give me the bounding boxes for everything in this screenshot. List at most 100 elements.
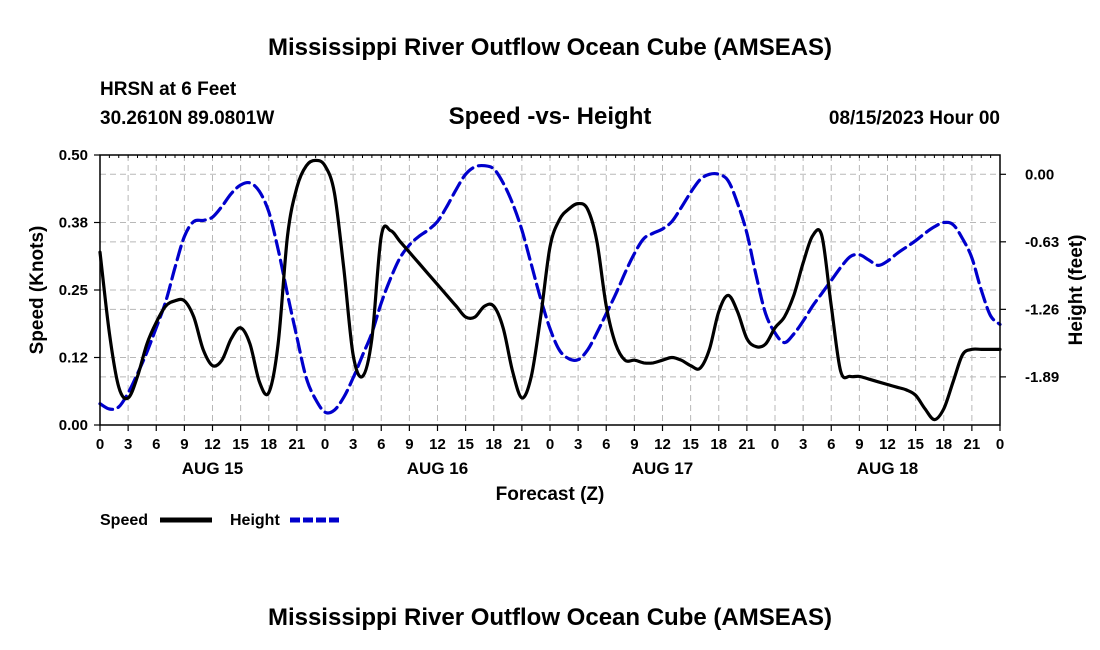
data-point-height (680, 206, 682, 208)
data-point-height (943, 221, 945, 223)
data-point-speed (493, 305, 495, 307)
data-point-speed (305, 165, 307, 167)
data-point-speed (483, 305, 485, 307)
x-day-label: AUG 16 (407, 459, 468, 478)
data-point-height (699, 179, 701, 181)
data-point-speed (811, 235, 813, 237)
y-tick-label: 0.00 (59, 417, 88, 434)
data-point-height (736, 202, 738, 204)
data-point-speed (961, 354, 963, 356)
data-point-speed (839, 370, 841, 372)
data-point-height (868, 259, 870, 261)
data-point-height (849, 256, 851, 258)
data-point-height (296, 336, 298, 338)
data-point-height (530, 263, 532, 265)
data-point-height (624, 272, 626, 274)
x-tick-label: 21 (964, 436, 981, 453)
x-tick-label: 12 (654, 436, 671, 453)
x-day-label: AUG 15 (182, 459, 243, 478)
data-point-speed (952, 381, 954, 383)
data-point-height (408, 244, 410, 246)
data-point-height (764, 312, 766, 314)
data-point-speed (980, 348, 982, 350)
data-point-height (493, 168, 495, 170)
x-tick-label: 9 (855, 436, 863, 453)
data-point-speed (633, 359, 635, 361)
series-line-height (98, 163, 1002, 415)
data-point-height (380, 302, 382, 304)
data-point-height (830, 279, 832, 281)
data-point-height (914, 240, 916, 242)
data-point-height (211, 216, 213, 218)
y2-tick-label: -1.26 (1025, 301, 1059, 318)
data-point-height (839, 266, 841, 268)
data-point-speed (286, 235, 288, 237)
x-tick-label: 3 (124, 436, 132, 453)
data-point-speed (324, 165, 326, 167)
x-tick-label: 9 (405, 436, 413, 453)
data-point-speed (211, 364, 213, 366)
data-point-speed (764, 343, 766, 345)
data-point-speed (427, 273, 429, 275)
data-point-height (389, 277, 391, 279)
data-point-height (989, 315, 991, 317)
data-point-speed (914, 394, 916, 396)
y-tick-label: 0.50 (59, 147, 88, 164)
data-point-height (708, 173, 710, 175)
data-point-speed (774, 327, 776, 329)
data-point-speed (464, 316, 466, 318)
data-point-height (577, 359, 579, 361)
x-tick-label: 0 (321, 436, 329, 453)
data-point-height (614, 293, 616, 295)
data-point-speed (924, 408, 926, 410)
x-tick-label: 6 (827, 436, 835, 453)
data-point-speed (230, 337, 232, 339)
x-tick-label: 3 (574, 436, 582, 453)
data-point-height (474, 166, 476, 168)
station-label: HRSN at 6 Feet (100, 79, 237, 100)
data-point-height (793, 333, 795, 335)
data-point-speed (193, 316, 195, 318)
x-tick-label: 21 (514, 436, 531, 453)
y2-tick-label: -0.63 (1025, 234, 1059, 251)
data-point-height (249, 182, 251, 184)
y2-tick-label: 0.00 (1025, 166, 1054, 183)
chart-subtitle: Speed -vs- Height (449, 103, 652, 130)
x-tick-label: 15 (457, 436, 474, 453)
data-point-speed (502, 327, 504, 329)
data-point-height (905, 246, 907, 248)
series-line-speed (98, 158, 1002, 422)
data-point-height (436, 220, 438, 222)
data-point-speed (718, 310, 720, 312)
data-point-speed (614, 343, 616, 345)
data-point-speed (333, 192, 335, 194)
data-point-speed (371, 337, 373, 339)
data-point-height (483, 165, 485, 167)
x-tick-label: 18 (260, 436, 277, 453)
x-tick-label: 9 (180, 436, 188, 453)
data-point-height (418, 235, 420, 237)
axis-ticks: 0 3 6 9 12 15 18 21 0 3 6 9 12 15 18 21 0 3 6 9 12 15 18 21 0 3 6 9… (59, 147, 1059, 478)
data-point-speed (671, 356, 673, 358)
data-point-height (643, 237, 645, 239)
data-point-speed (277, 343, 279, 345)
legend-height-label: Height (230, 512, 280, 529)
x-tick-label: 3 (799, 436, 807, 453)
data-point-speed (118, 386, 120, 388)
data-point-height (193, 220, 195, 222)
x-tick-label: 6 (377, 436, 385, 453)
data-point-speed (418, 262, 420, 264)
data-point-speed (933, 418, 935, 420)
data-point-height (183, 235, 185, 237)
data-point-height (286, 293, 288, 295)
data-point-height (277, 248, 279, 250)
data-point-height (258, 190, 260, 192)
data-point-height (952, 224, 954, 226)
x-tick-label: 15 (907, 436, 924, 453)
data-point-height (118, 406, 120, 408)
y-tick-label: 0.25 (59, 282, 88, 299)
x-day-label: AUG 17 (632, 459, 693, 478)
data-point-height (671, 220, 673, 222)
timestamp-label: 08/15/2023 Hour 00 (829, 108, 1000, 129)
